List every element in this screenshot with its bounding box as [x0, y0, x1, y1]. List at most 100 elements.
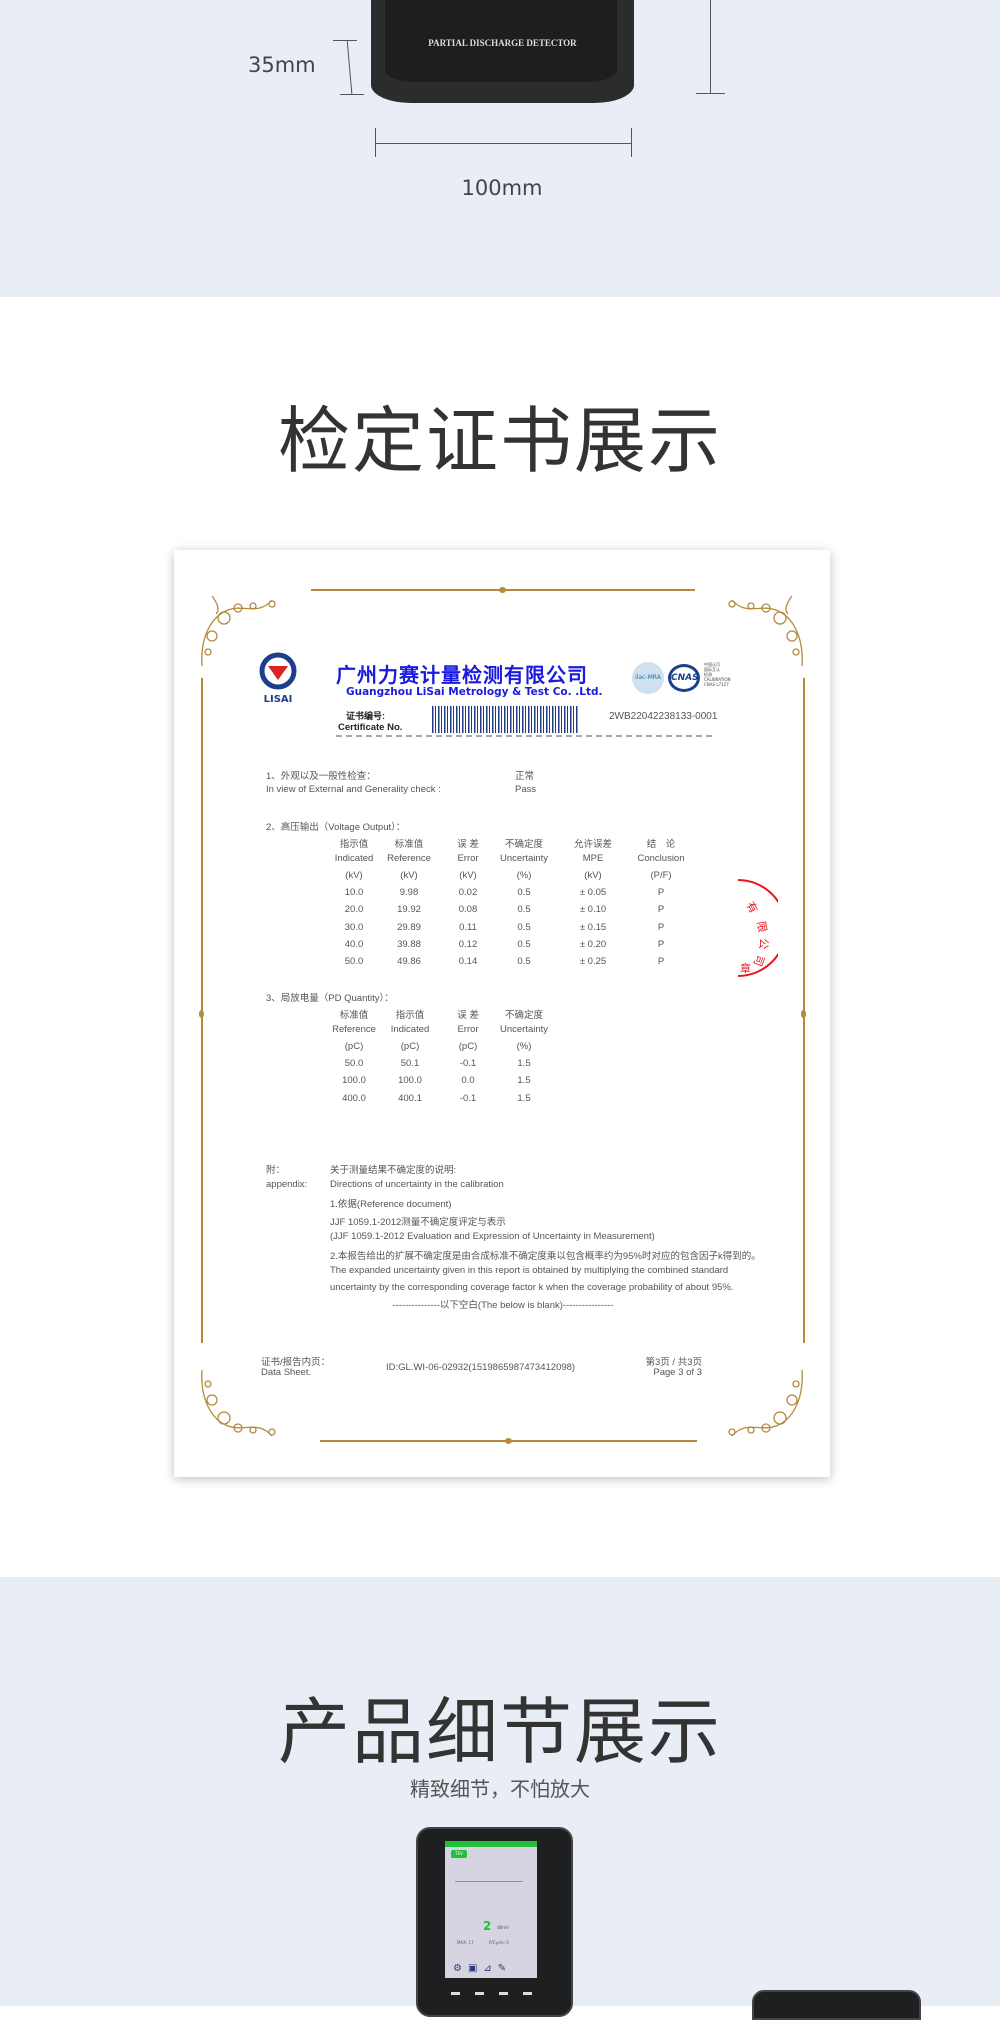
device-top-image: [752, 1990, 921, 2020]
accreditation-logos: ilac-MRA CNAS 中国认可 国际互认 检测 CALIBRATION C…: [632, 662, 762, 698]
s2-title: 2、高压输出（Voltage Output）：: [266, 822, 406, 833]
table-header: MPE: [582, 853, 604, 864]
table-header: (P/F): [650, 870, 672, 881]
table-header: Reference: [332, 1024, 376, 1035]
table-header: 误 差: [457, 1010, 479, 1021]
table-header: (pC): [458, 1041, 478, 1052]
certificate-section-title: 检定证书展示: [277, 399, 722, 483]
table-cell: 1.5: [517, 1092, 531, 1104]
table-header: (kV): [345, 870, 363, 881]
certificate-image: LISAI 广州力赛计量检测有限公司 Guangzhou LiSai Metro…: [174, 550, 830, 1477]
device-label: PARTIAL DISCHARGE DETECTOR: [428, 38, 577, 48]
table-cell: 0.5: [517, 921, 531, 933]
max-value: MAX: 17: [457, 1940, 474, 1945]
accr-text: 检测: [704, 672, 712, 677]
appendix-line: Directions of uncertainty in the calibra…: [330, 1179, 504, 1191]
table-header: (%): [516, 1041, 532, 1052]
corner-ornament-icon: [728, 595, 803, 667]
table-header: 不确定度: [504, 1010, 544, 1021]
pcycle-value: P/Cycle: 0: [489, 1940, 509, 1945]
official-seal-stamp: 有 限 公 司 章: [738, 879, 778, 977]
reading-value: 2: [483, 1919, 492, 1933]
logo-text: LISAI: [263, 694, 293, 705]
corner-ornament-icon: [201, 595, 276, 667]
dimensions-section: PARTIAL DISCHARGE DETECTOR 35mm 100mm: [0, 0, 1000, 297]
appendix-line: (JJF 1059.1-2012 Evaluation and Expressi…: [330, 1230, 655, 1242]
detail-section: 产品细节展示 精致细节，不怕放大 TEV 2 dBmV MAX: 17 P/Cy…: [0, 1577, 1000, 2020]
table-cell: 0.08: [458, 904, 478, 916]
appendix-line: 1.依据(Reference document): [330, 1199, 452, 1211]
svg-text:公: 公: [756, 938, 770, 950]
table-header: Error: [457, 853, 479, 864]
cert-no-value: 2WB22042238133-0001: [609, 711, 718, 722]
appendix-label-en: appendix:: [266, 1179, 308, 1190]
table-header: Reference: [387, 853, 431, 864]
table-cell: 40.0: [344, 938, 364, 950]
table-cell: 0.14: [458, 956, 478, 968]
svg-text:限: 限: [754, 920, 769, 933]
table-cell: ± 0.20: [579, 938, 607, 950]
footer-label-en: Data Sheet.: [261, 1367, 312, 1378]
detail-section-title: 产品细节展示: [277, 1690, 722, 1774]
table-cell: 9.98: [399, 887, 419, 898]
table-cell: 0.5: [517, 887, 531, 898]
company-name-en: Guangzhou LiSai Metrology & Test Co. .Lt…: [346, 686, 603, 698]
accr-text: CALIBRATION: [704, 677, 731, 682]
table-cell: 30.0: [344, 921, 364, 933]
cert-no-label-en: Certificate No.: [338, 722, 403, 733]
footer-page-cn: 第3页 / 共3页: [645, 1357, 703, 1368]
s1-title-cn: 1、外观以及一般性检查：: [266, 771, 376, 782]
table-cell: ± 0.10: [579, 904, 607, 916]
table-header: 指示值: [395, 1010, 425, 1021]
detail-section-subtitle: 精致细节，不怕放大: [410, 1777, 590, 1801]
table-cell: 50.0: [344, 1058, 364, 1069]
table-header: Uncertainty: [499, 853, 549, 864]
table-header: 标准值: [339, 1010, 369, 1021]
table-header: Indicated: [390, 1024, 430, 1035]
table-cell: 50.1: [400, 1058, 420, 1069]
table-cell: ± 0.25: [579, 956, 607, 968]
table-cell: 0.11: [459, 921, 477, 933]
device-bottom-image: PARTIAL DISCHARGE DETECTOR: [371, 0, 634, 103]
table-cell: 0.5: [517, 938, 531, 950]
table-header: (kV): [459, 870, 477, 881]
barcode: [432, 706, 578, 733]
table-cell: 0.5: [517, 904, 531, 916]
appendix-line: JJF 1059.1-2012测量不确定度评定与表示: [330, 1216, 506, 1228]
table-header: Conclusion: [637, 853, 685, 864]
svg-text:章: 章: [740, 961, 751, 975]
height-label: 35mm: [248, 53, 316, 77]
table-header: 指示值: [339, 839, 369, 850]
accr-text: 国际互认: [704, 667, 720, 672]
table-cell: 1.5: [517, 1058, 531, 1069]
corner-ornament-icon: [728, 1369, 803, 1437]
table-cell: P: [657, 887, 665, 898]
appendix-line: 关于测量结果不确定度的说明:: [330, 1165, 457, 1176]
mode-badge: TEV: [451, 1850, 467, 1858]
table-header: 结 论: [646, 839, 676, 850]
lisai-logo: LISAI: [256, 652, 300, 705]
table-cell: 400.0: [342, 1092, 366, 1104]
table-header: (pC): [400, 1041, 420, 1052]
reading-unit: dBmV: [497, 1925, 509, 1930]
company-name-cn: 广州力赛计量检测有限公司: [336, 663, 588, 687]
cnas-logo: CNAS: [668, 664, 700, 692]
table-cell: 1.5: [517, 1075, 531, 1087]
table-header: (%): [516, 870, 532, 881]
table-header: 标准值: [394, 839, 424, 850]
table-cell: P: [657, 938, 665, 950]
device-screen: TEV 2 dBmV MAX: 17 P/Cycle: 0 ⚙▣⊿✎: [445, 1841, 537, 1978]
appendix-line: The expanded uncertainty given in this r…: [330, 1265, 729, 1277]
appendix-line: 2.本报告给出的扩展不确定度是由合成标准不确定度乘以包含概率约为95%时对应的包…: [330, 1251, 761, 1262]
corner-ornament-icon: [201, 1369, 276, 1437]
table-cell: P: [657, 956, 665, 968]
table-header: (kV): [400, 870, 418, 881]
table-cell: 0.02: [458, 887, 478, 898]
table-cell: P: [657, 904, 665, 916]
footer-label-cn: 证书/报告内页：: [261, 1357, 331, 1368]
table-header: 误 差: [457, 839, 479, 850]
table-cell: 0.5: [517, 956, 531, 968]
table-cell: P: [657, 921, 665, 933]
table-cell: -0.1: [459, 1058, 477, 1069]
s1-value-cn: 正常: [515, 771, 535, 782]
